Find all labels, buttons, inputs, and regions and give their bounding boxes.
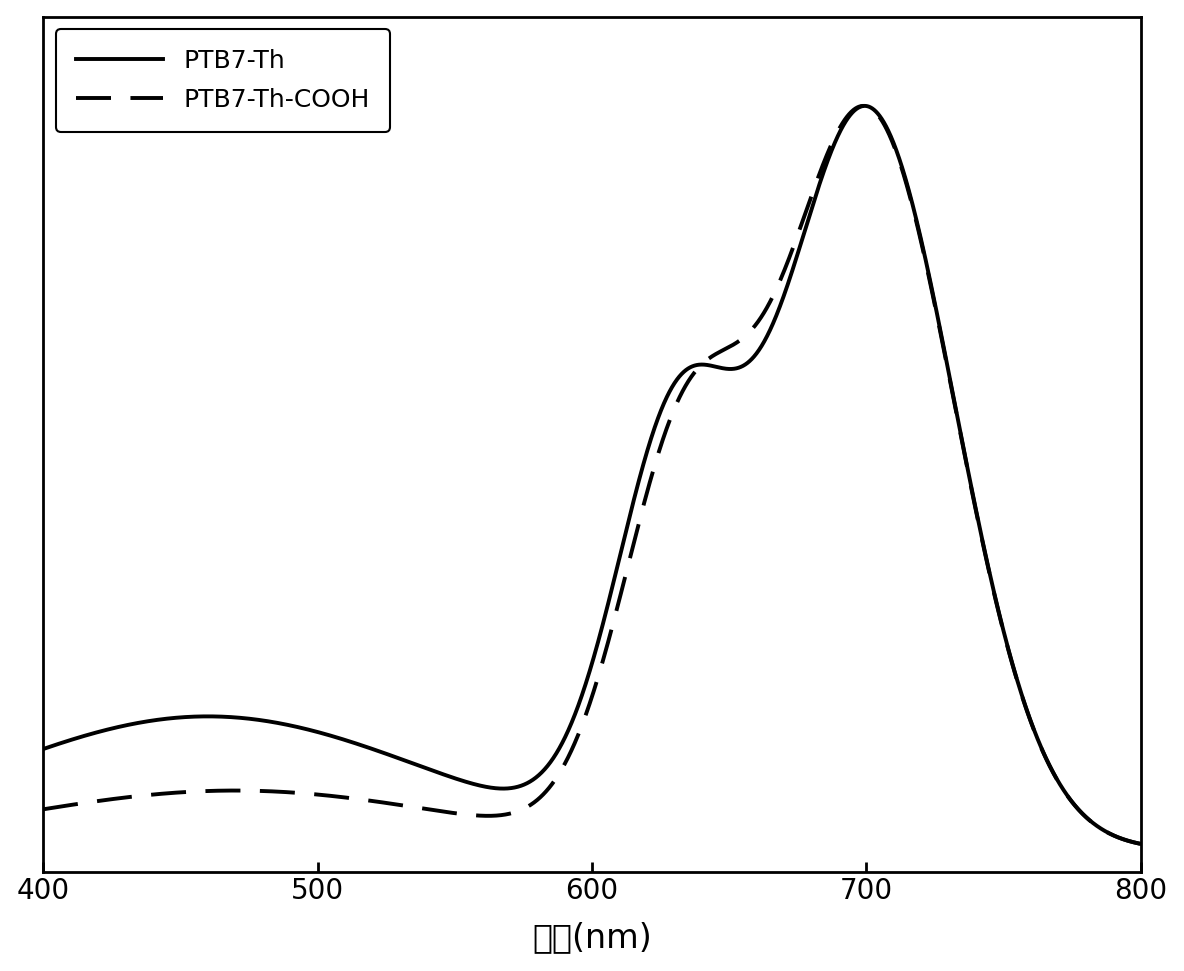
PTB7-Th-COOH (226, 785, 240, 796)
PTB7-Th-COOH (995, 618, 1009, 629)
PTB7-Th (995, 617, 1009, 628)
PTB7-Th-COOH (37, 803, 51, 815)
PTB7-Th (457, 776, 471, 787)
PTB7-Th (504, 783, 519, 794)
PTB7-Th (1133, 838, 1147, 850)
PTB7-Th-COOH (1133, 838, 1147, 850)
Line: PTB7-Th: PTB7-Th (44, 106, 1140, 844)
PTB7-Th-COOH (1113, 832, 1127, 844)
X-axis label: 波长(nm): 波长(nm) (532, 921, 652, 954)
PTB7-Th-COOH (161, 787, 175, 799)
PTB7-Th (226, 712, 240, 723)
PTB7-Th (857, 100, 871, 112)
PTB7-Th (161, 713, 175, 724)
PTB7-Th-COOH (856, 100, 870, 112)
Legend: PTB7-Th, PTB7-Th-COOH: PTB7-Th, PTB7-Th-COOH (56, 29, 390, 132)
PTB7-Th-COOH (504, 807, 519, 819)
PTB7-Th (37, 743, 51, 754)
PTB7-Th (1113, 832, 1127, 844)
PTB7-Th-COOH (457, 809, 471, 820)
Line: PTB7-Th-COOH: PTB7-Th-COOH (44, 106, 1140, 844)
